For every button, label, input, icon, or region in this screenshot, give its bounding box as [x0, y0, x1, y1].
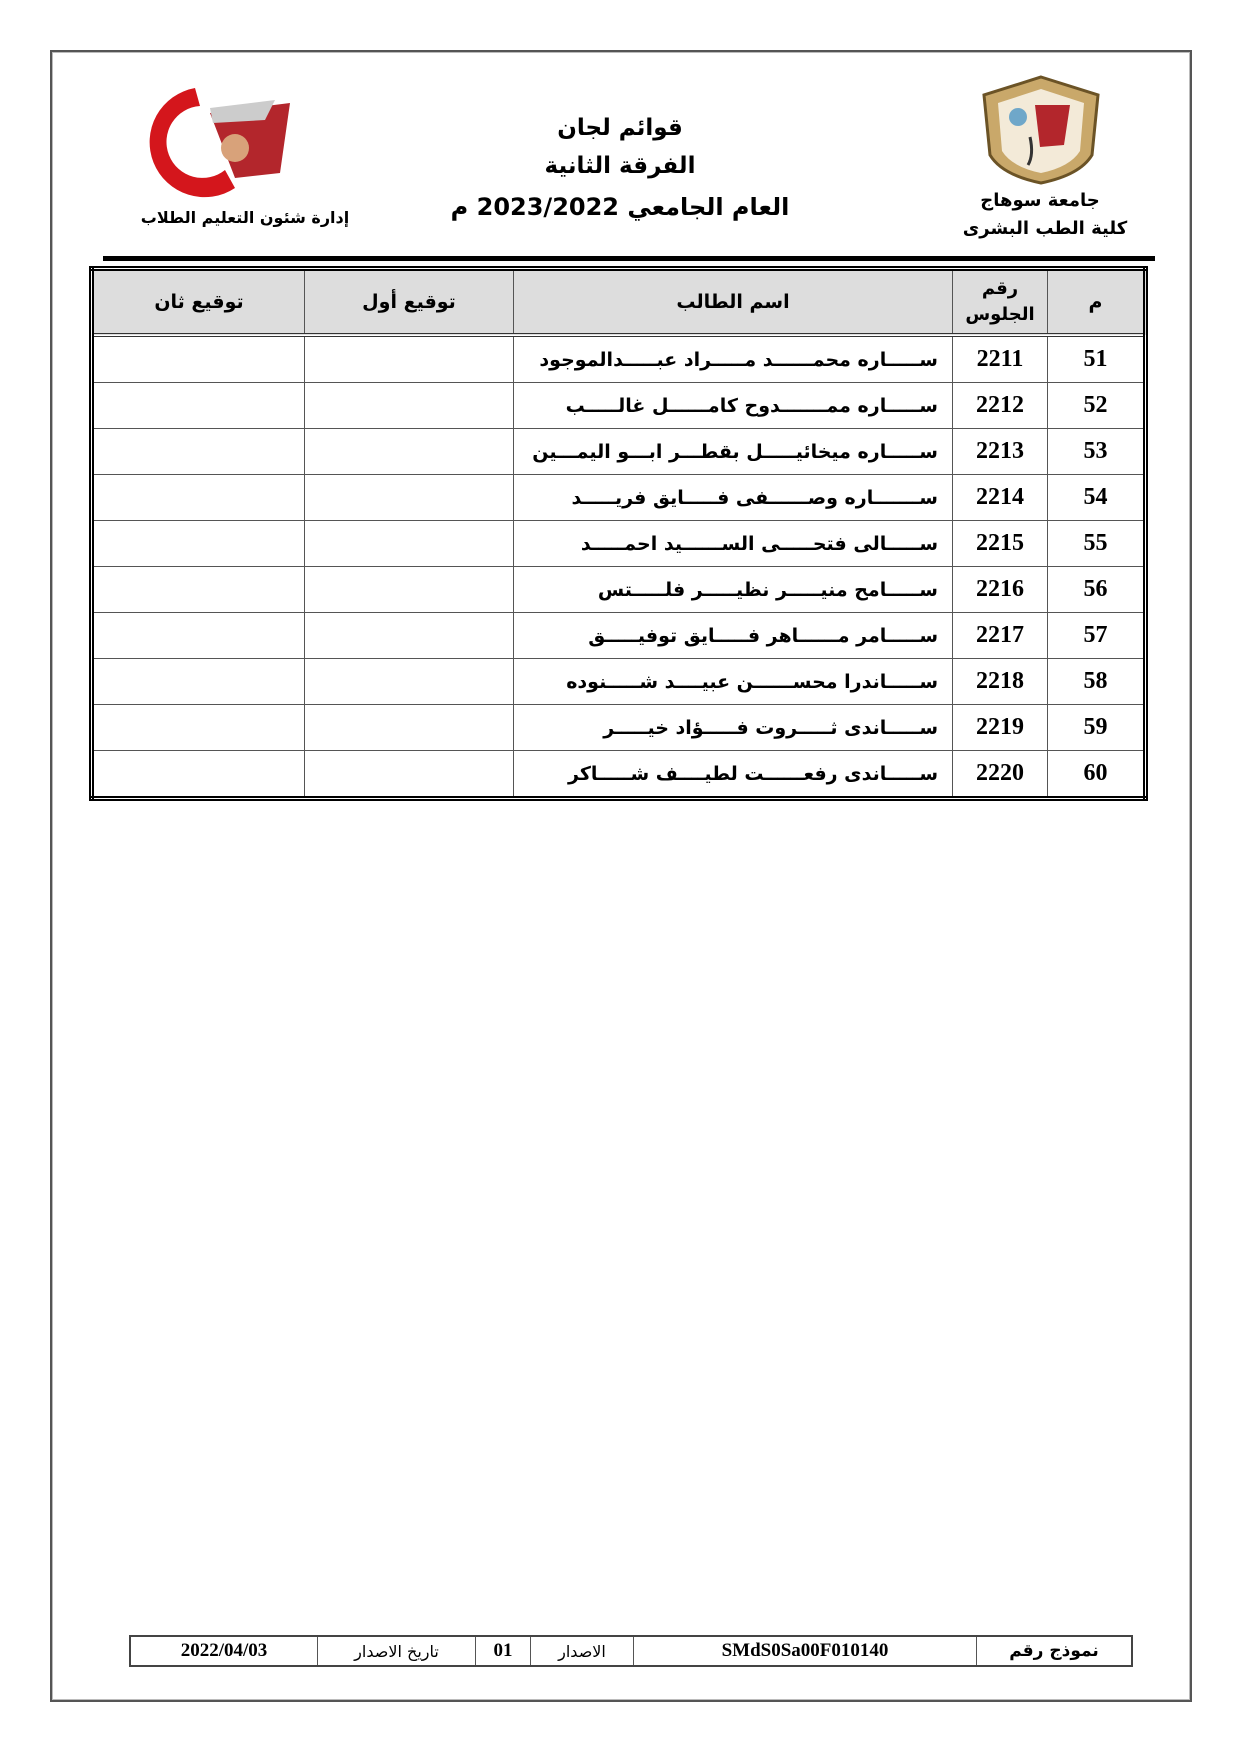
student-name: ســـــاره ميخائيـــــل بقطـــر ابـــو ال…: [513, 428, 953, 475]
seat-number: 2219: [952, 704, 1048, 751]
table-header-row: م رقم الجلوس اسم الطالب توقيع أول توقيع …: [91, 268, 1146, 337]
page-border: [50, 50, 1192, 1702]
seat-number: 2217: [952, 612, 1048, 659]
row-index: 52: [1047, 382, 1146, 429]
signature-1-cell: [304, 474, 514, 521]
signature-2-cell: [91, 750, 305, 799]
student-name: ســـــاره محمــــــد مـــــراد عبـــــدا…: [513, 334, 953, 383]
signature-1-cell: [304, 334, 514, 383]
seat-number: 2218: [952, 658, 1048, 705]
form-number-value: SMdS0Sa00F010140: [633, 1635, 977, 1667]
col-student-name: اسم الطالب: [513, 268, 953, 337]
signature-2-cell: [91, 704, 305, 751]
issue-label: الاصدار: [530, 1635, 634, 1667]
col-signature-2: توقيع ثان: [91, 268, 305, 337]
table-row: 51 2211 ســـــاره محمــــــد مـــــراد عبـ…: [91, 334, 1146, 383]
form-number-label: نموذج رقم: [976, 1635, 1133, 1667]
signature-2-cell: [91, 474, 305, 521]
student-name: ســـــامر مــــــاهر فـــــايق توفيـــــ…: [513, 612, 953, 659]
row-index: 53: [1047, 428, 1146, 475]
seat-number: 2214: [952, 474, 1048, 521]
table-row: 55 2215 ســـــالى فتحـــــى الســــــيد اح…: [91, 520, 1146, 567]
table-row: 58 2218 ســـــاندرا محســــــن عبيــــد شـ…: [91, 658, 1146, 705]
seat-number: 2213: [952, 428, 1048, 475]
signature-2-cell: [91, 566, 305, 613]
row-index: 51: [1047, 334, 1146, 383]
signature-1-cell: [304, 750, 514, 799]
signature-1-cell: [304, 612, 514, 659]
sohag-university-seal-icon: [982, 75, 1100, 185]
seat-number: 2216: [952, 566, 1048, 613]
student-name: ســـــاندى رفعــــــت لطيــــف شـــــاكر: [513, 750, 953, 799]
row-index: 59: [1047, 704, 1146, 751]
signature-2-cell: [91, 428, 305, 475]
form-info-table: نموذج رقم SMdS0Sa00F010140 الاصدار 01 تا…: [129, 1635, 1133, 1667]
university-name: جامعة سوهاج: [980, 190, 1100, 211]
row-index: 54: [1047, 474, 1146, 521]
signature-2-cell: [91, 612, 305, 659]
issue-value: 01: [475, 1635, 531, 1667]
signature-1-cell: [304, 658, 514, 705]
issue-date-value: 2022/04/03: [129, 1635, 318, 1667]
table-row: 53 2213 ســـــاره ميخائيـــــل بقطـــر ابـ…: [91, 428, 1146, 475]
seat-number: 2212: [952, 382, 1048, 429]
row-index: 57: [1047, 612, 1146, 659]
seat-number: 2211: [952, 334, 1048, 383]
signature-2-cell: [91, 520, 305, 567]
row-index: 60: [1047, 750, 1146, 799]
signature-1-cell: [304, 520, 514, 567]
department-name: إدارة شئون التعليم الطلاب: [140, 208, 350, 227]
table-row: 56 2216 ســـــامح منيـــــر نظيـــــر فلــ…: [91, 566, 1146, 613]
student-name: ســـــامح منيـــــر نظيـــــر فلـــــتس: [513, 566, 953, 613]
faculty-of-medicine-logo-icon: [149, 88, 290, 198]
signature-1-cell: [304, 704, 514, 751]
table-row: 59 2219 ســـــاندى ثـــــروت فـــــؤاد خيـ…: [91, 704, 1146, 751]
signature-1-cell: [304, 566, 514, 613]
committee-list-table: م رقم الجلوس اسم الطالب توقيع أول توقيع …: [89, 266, 1148, 801]
signature-1-cell: [304, 382, 514, 429]
table-row: 52 2212 ســـــاره ممـــــــدوح كامــــــل …: [91, 382, 1146, 429]
seat-number: 2220: [952, 750, 1048, 799]
col-signature-1: توقيع أول: [304, 268, 514, 337]
signature-2-cell: [91, 334, 305, 383]
row-index: 56: [1047, 566, 1146, 613]
faculty-name: كلية الطب البشرى: [962, 218, 1128, 239]
table-row: 54 2214 ســـــــاره وصــــــفى فـــــايق ف…: [91, 474, 1146, 521]
seat-number: 2215: [952, 520, 1048, 567]
col-seat-number: رقم الجلوس: [952, 268, 1048, 337]
table-row: 60 2220 ســـــاندى رفعــــــت لطيــــف شــ…: [91, 750, 1146, 799]
student-name: ســـــالى فتحـــــى الســــــيد احمـــــ…: [513, 520, 953, 567]
student-name: ســـــاندى ثـــــروت فـــــؤاد خيـــــر: [513, 704, 953, 751]
row-index: 58: [1047, 658, 1146, 705]
table-row: 57 2217 ســـــامر مــــــاهر فـــــايق توف…: [91, 612, 1146, 659]
signature-1-cell: [304, 428, 514, 475]
student-name: ســـــاندرا محســــــن عبيــــد شـــــنو…: [513, 658, 953, 705]
signature-2-cell: [91, 658, 305, 705]
header-divider: [103, 256, 1155, 261]
row-index: 55: [1047, 520, 1146, 567]
signature-2-cell: [91, 382, 305, 429]
academic-year: العام الجامعي 2023/2022 م: [450, 193, 790, 221]
issue-date-label: تاريخ الاصدار: [317, 1635, 476, 1667]
doc-title: قوائم لجان: [557, 115, 683, 141]
col-index: م: [1047, 268, 1146, 337]
doc-subtitle: الفرقة الثانية: [544, 153, 696, 179]
student-name: ســـــاره ممـــــــدوح كامــــــل غالـــ…: [513, 382, 953, 429]
student-name: ســـــــاره وصــــــفى فـــــايق فريــــ…: [513, 474, 953, 521]
